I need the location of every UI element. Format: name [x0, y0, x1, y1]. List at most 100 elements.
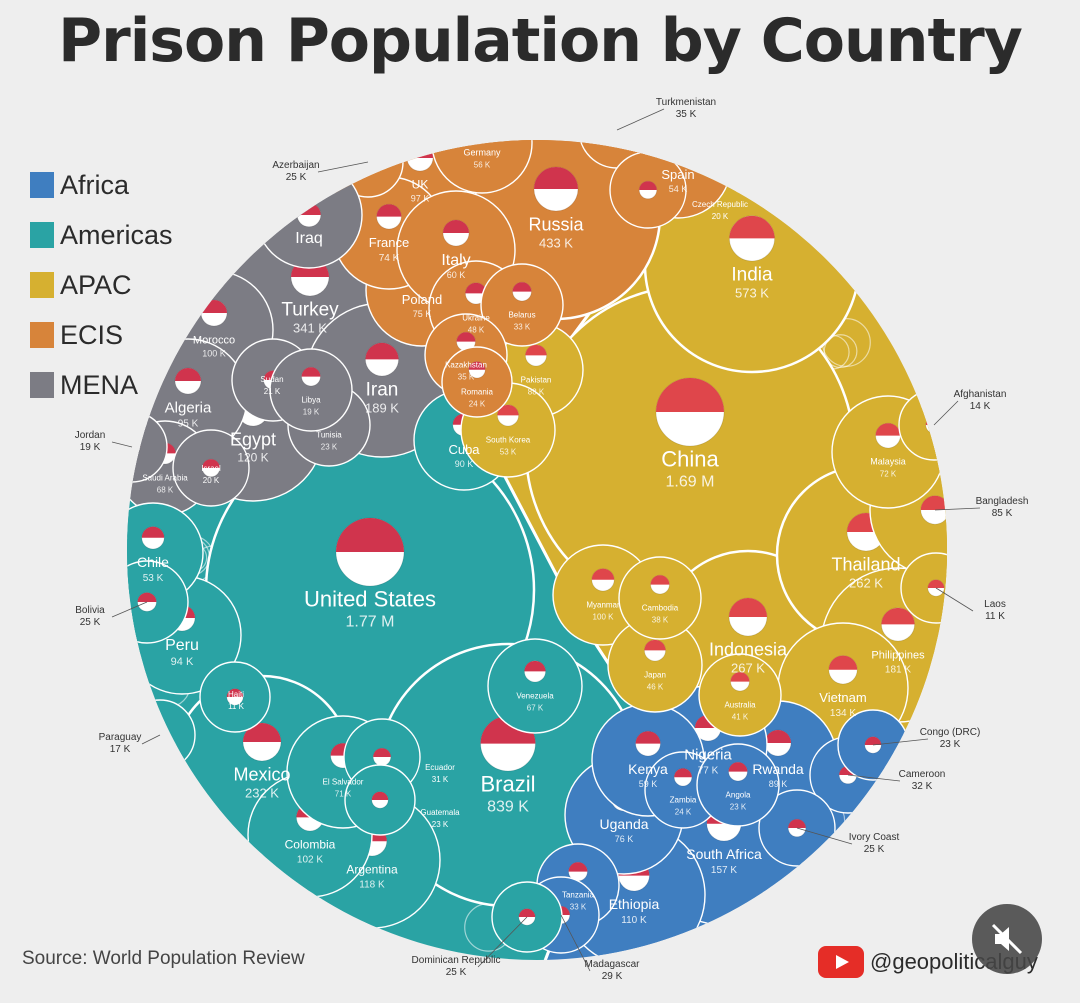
country-value-el-salvador: 71 K: [335, 789, 352, 798]
callout-name-madagascar: Madagascar: [584, 959, 640, 970]
flag-morocco-icon: [200, 299, 228, 327]
flag-angola-icon: [728, 761, 748, 782]
country-value-malaysia: 72 K: [880, 470, 897, 479]
callout-value-dominican-republic: 25 K: [446, 967, 467, 978]
callout-value-sudan: 21 K: [264, 387, 281, 396]
mute-button[interactable]: [972, 904, 1042, 974]
flag-kenya-icon: [635, 730, 661, 757]
country-name-south-africa: South Africa: [686, 846, 762, 862]
country-value-brazil: 839 K: [487, 799, 529, 816]
flag-germany-icon: [471, 117, 493, 139]
callout-name-czech-republic: Czech Republic: [692, 200, 748, 209]
flag-rwanda-icon: [764, 729, 792, 757]
leader-line-afghanistan: [933, 400, 959, 426]
country-name-turkey: Turkey: [281, 300, 339, 321]
flag-band: [443, 220, 469, 233]
flag-band: [497, 404, 519, 416]
flag-band: [875, 423, 901, 436]
country-name-uk: UK: [412, 178, 429, 192]
country-labels: United States 1.77 M China 1.69 M Brazil 839 …: [75, 97, 1029, 982]
flag-band: [591, 568, 615, 580]
callout-value-guatemala: 23 K: [432, 820, 449, 829]
callout-name-ivory-coast: Ivory Coast: [849, 832, 900, 843]
country-name-ethiopia: Ethiopia: [609, 896, 660, 912]
flag-band: [407, 145, 433, 158]
flag-united-states-icon: [335, 517, 405, 587]
country-value-germany: 56 K: [474, 161, 491, 170]
country-name-thailand: Thailand: [831, 554, 900, 574]
country-value-russia: 433 K: [539, 235, 573, 250]
country-value-philippines: 181 K: [885, 664, 911, 675]
flag-ecuador-icon: [372, 747, 392, 767]
leader-lines: [111, 108, 981, 972]
country-name-saudi-arabia: Saudi Arabia: [142, 473, 188, 482]
country-value-belarus: 33 K: [514, 322, 531, 331]
country-value-france: 74 K: [379, 253, 400, 264]
cell-germany: [431, 140, 533, 194]
country-value-pakistan: 88 K: [528, 387, 545, 396]
country-name-russia: Russia: [528, 214, 584, 234]
flag-band: [920, 495, 947, 510]
cell-cambodia: [618, 556, 702, 640]
country-name-libya: Libya: [301, 395, 321, 404]
callout-name-azerbaijan: Azerbaijan: [272, 160, 319, 171]
country-value-turkey: 341 K: [293, 321, 327, 336]
flag-belarus-icon: [512, 281, 532, 302]
flag-band: [365, 342, 399, 360]
country-name-malaysia: Malaysia: [870, 457, 906, 467]
flag-band: [336, 518, 404, 552]
callout-value-afghanistan: 14 K: [970, 401, 991, 412]
country-name-iraq: Iraq: [295, 230, 323, 247]
callout-value-cameroon: 32 K: [912, 781, 933, 792]
country-value-morocco: 100 K: [202, 348, 226, 358]
flag-band: [468, 361, 486, 370]
country-value-australia: 41 K: [732, 712, 749, 721]
country-value-venezuela: 67 K: [527, 703, 544, 712]
callout-name-turkmenistan: Turkmenistan: [656, 97, 716, 108]
cell-libya: [269, 348, 353, 432]
country-name-italy: Italy: [441, 252, 470, 269]
country-value-peru: 94 K: [171, 656, 194, 668]
leader-line-paraguay: [141, 734, 161, 745]
country-name-south-korea: South Korea: [486, 435, 531, 444]
flag-band: [534, 167, 578, 189]
callout-value-paraguay: 17 K: [110, 744, 131, 755]
flag-malaysia-icon: [875, 422, 901, 449]
callout-name-guatemala: Guatemala: [420, 808, 460, 817]
cell-belarus: [480, 263, 564, 347]
country-value-myanmar: 100 K: [593, 612, 615, 621]
callout-name-congo-drc: Congo (DRC): [920, 727, 981, 738]
legend-label: ECIS: [60, 319, 124, 350]
country-value-angola: 23 K: [730, 802, 747, 811]
callout-value-czech-republic: 20 K: [712, 212, 729, 221]
legend-label: APAC: [60, 269, 132, 300]
flag-pakistan-icon: [524, 344, 548, 367]
country-name-uganda: Uganda: [599, 816, 648, 832]
flag-china-icon: [655, 377, 725, 447]
flag-italy-icon: [442, 219, 470, 247]
country-value-tunisia: 23 K: [321, 442, 338, 451]
country-name-ukraine: Ukraine: [462, 313, 490, 322]
flag-romania-icon: [468, 361, 486, 379]
flag-band: [371, 791, 389, 800]
legend-item-apac: APAC: [30, 260, 173, 310]
country-value-cuba: 90 K: [455, 459, 474, 469]
country-value-tanzania: 33 K: [570, 902, 587, 911]
callout-name-laos: Laos: [984, 599, 1006, 610]
country-name-kenya: Kenya: [628, 761, 668, 777]
flag-libya-icon: [301, 366, 321, 387]
flag-band: [226, 688, 244, 697]
country-name-germany: Germany: [463, 148, 501, 158]
country-value-indonesia: 267 K: [731, 660, 765, 675]
country-name-poland: Poland: [402, 292, 442, 307]
country-value-kazakhstan: 35 K: [458, 372, 475, 381]
country-name-argentina: Argentina: [346, 863, 398, 877]
country-value-nigeria: 77 K: [698, 766, 719, 777]
flag-russia-icon: [533, 166, 579, 212]
callout-name-haiti: Haiti: [228, 690, 244, 699]
flag-band: [137, 592, 157, 602]
flag-israel-icon: [201, 458, 221, 478]
flag-band: [301, 367, 321, 377]
callout-name-sudan: Sudan: [260, 375, 283, 384]
callout-value-israel: 20 K: [203, 476, 220, 485]
